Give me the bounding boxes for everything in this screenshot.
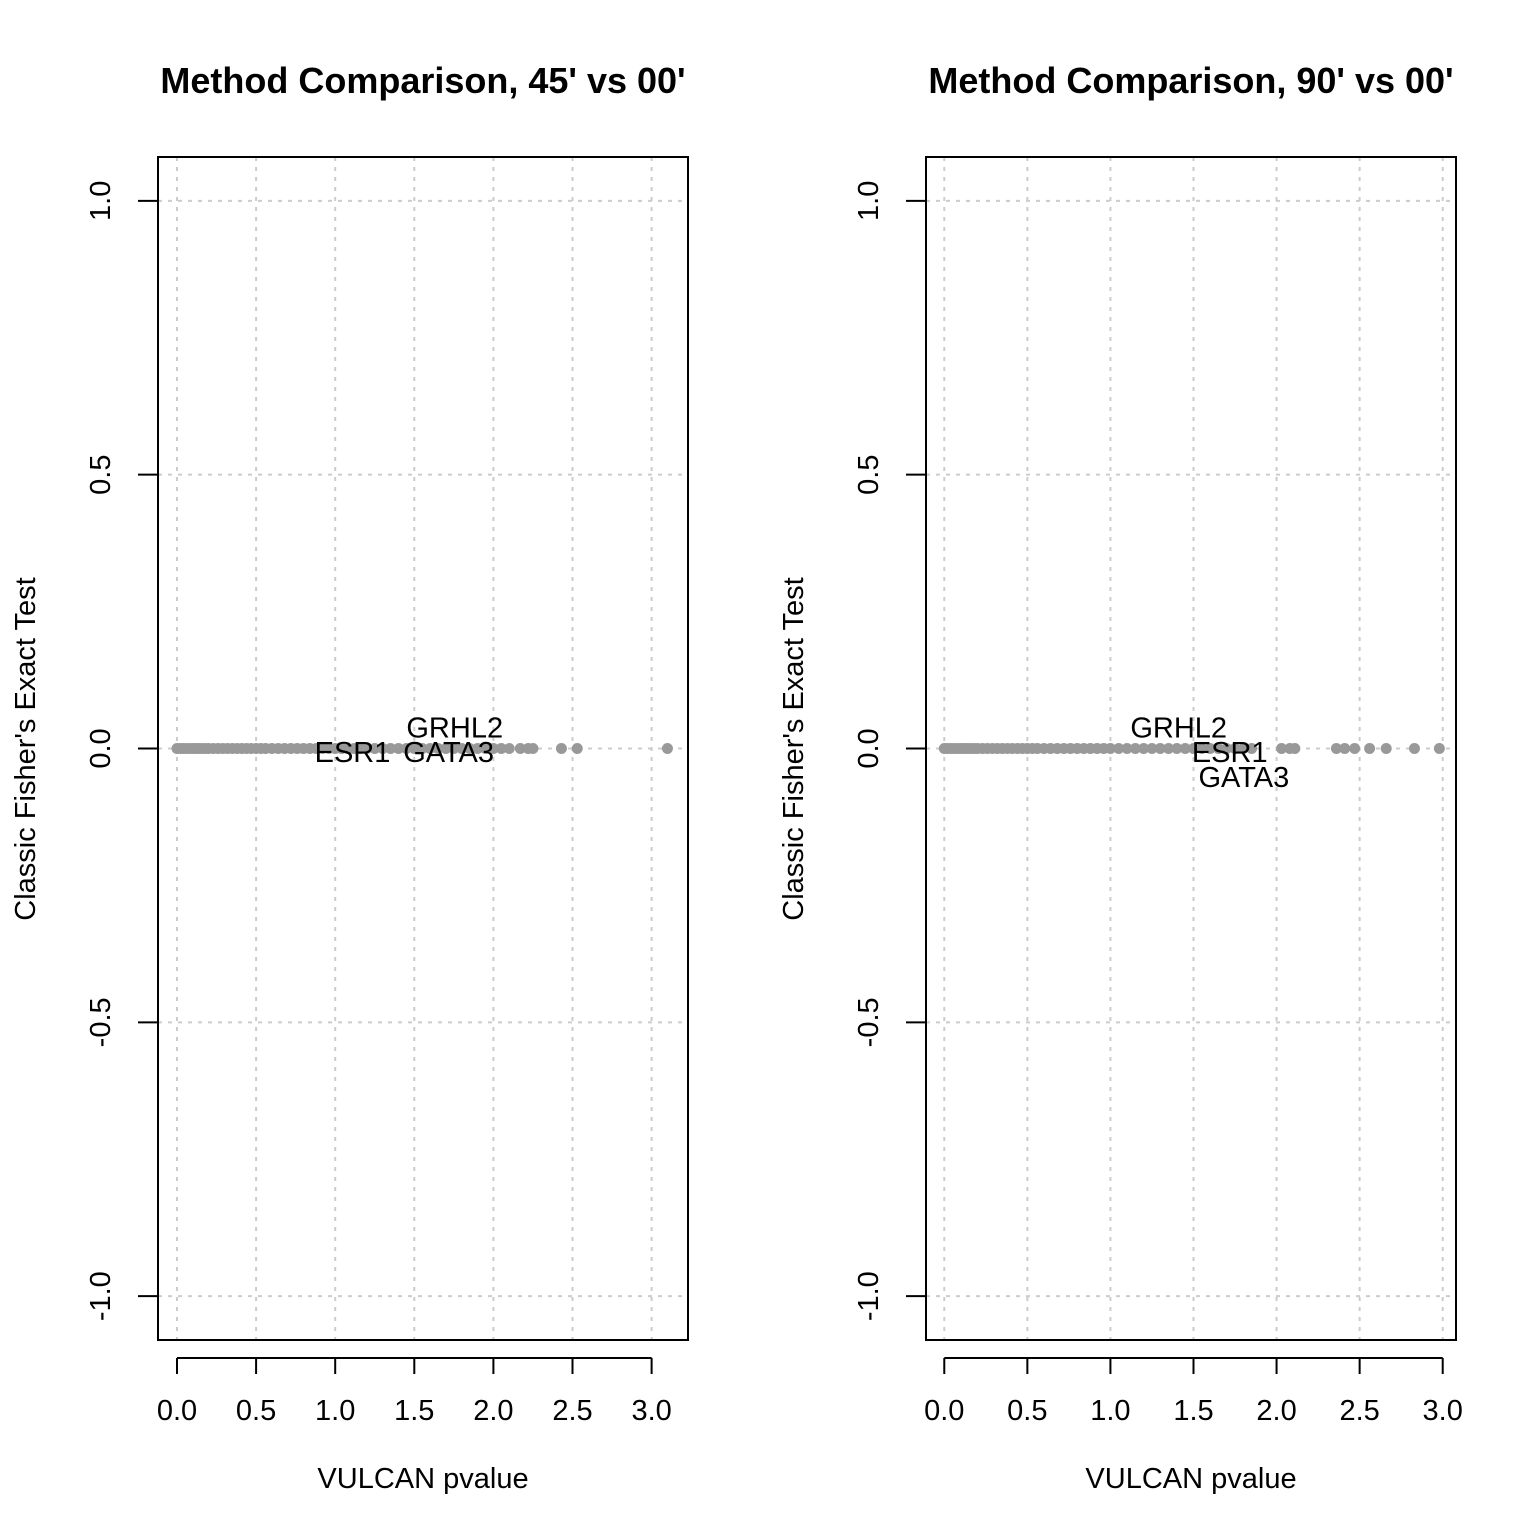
gene-label: GRHL2 <box>406 713 503 745</box>
y-tick-label: -0.5 <box>853 997 885 1047</box>
data-point <box>448 743 460 754</box>
data-point <box>1364 743 1376 754</box>
data-point <box>514 743 526 754</box>
gene-label: GRHL2 <box>1130 713 1227 745</box>
x-axis: 0.0 0.5 1.0 1.5 2.0 2.5 3.0 <box>157 1357 672 1427</box>
y-tick-label: -1.0 <box>85 1271 117 1321</box>
gene-label: GATA3 <box>1198 762 1289 794</box>
x-tick-label: 2.5 <box>552 1395 592 1427</box>
data-point <box>1237 743 1249 754</box>
data-point <box>487 743 499 754</box>
data-point <box>385 743 397 754</box>
x-tick-label: 3.0 <box>631 1395 671 1427</box>
data-point <box>479 743 491 754</box>
data-points <box>938 743 1445 754</box>
data-point <box>1339 743 1351 754</box>
y-tick-label: 1.0 <box>853 181 885 221</box>
data-point <box>1408 743 1420 754</box>
data-point <box>1187 743 1199 754</box>
right-chart-panel: Method Comparison, 90' vs 00' GRHL2ESR1G… <box>778 60 1463 1495</box>
x-tick-label: 1.5 <box>394 1395 434 1427</box>
data-point <box>408 743 420 754</box>
x-axis-label: VULCAN pvalue <box>317 1463 528 1495</box>
data-point <box>361 743 373 754</box>
data-point <box>1196 743 1208 754</box>
gene-label: ESR1 <box>1192 737 1268 769</box>
x-tick-label: 1.0 <box>315 1395 355 1427</box>
data-point <box>495 743 507 754</box>
x-tick-label: 2.0 <box>1256 1395 1296 1427</box>
y-tick-label: 0.5 <box>85 454 117 494</box>
data-point <box>1433 743 1445 754</box>
chart-title: Method Comparison, 90' vs 00' <box>928 60 1453 101</box>
data-point <box>1330 743 1342 754</box>
x-axis: 0.0 0.5 1.0 1.5 2.0 2.5 3.0 <box>924 1357 1463 1427</box>
data-point <box>416 743 428 754</box>
data-point <box>503 743 515 754</box>
data-point <box>1154 743 1166 754</box>
data-point <box>555 743 567 754</box>
x-axis-label: VULCAN pvalue <box>1085 1463 1296 1495</box>
data-point <box>464 743 476 754</box>
x-tick-label: 1.5 <box>1173 1395 1213 1427</box>
gene-label: ESR1 <box>315 737 391 769</box>
x-tick-label: 0.5 <box>1007 1395 1047 1427</box>
x-tick-label: 0.0 <box>157 1395 197 1427</box>
data-point <box>1246 743 1258 754</box>
y-axis: -1.0 -0.5 0.0 0.5 1.0 <box>853 181 927 1321</box>
data-point <box>1138 743 1150 754</box>
data-point <box>424 743 436 754</box>
x-tick-label: 0.0 <box>924 1395 964 1427</box>
data-point <box>1163 743 1175 754</box>
y-tick-label: 0.0 <box>85 728 117 768</box>
data-point <box>571 743 583 754</box>
data-point <box>661 743 673 754</box>
data-point <box>1276 743 1288 754</box>
data-point <box>1171 743 1183 754</box>
data-point <box>1146 743 1158 754</box>
y-axis-label: Classic Fisher's Exact Test <box>10 577 42 920</box>
data-point <box>400 743 412 754</box>
data-point <box>1229 743 1241 754</box>
y-tick-label: -1.0 <box>853 1271 885 1321</box>
data-point <box>392 743 404 754</box>
x-tick-label: 1.0 <box>1090 1395 1130 1427</box>
chart-title: Method Comparison, 45' vs 00' <box>160 60 685 101</box>
data-point <box>1221 743 1233 754</box>
data-point <box>1204 743 1216 754</box>
data-point <box>1289 743 1301 754</box>
data-point <box>1113 743 1125 754</box>
y-axis: -1.0 -0.5 0.0 0.5 1.0 <box>85 181 159 1321</box>
data-point <box>1129 743 1141 754</box>
data-point <box>527 743 539 754</box>
gene-annotations: GRHL2 ESR1 GATA3 <box>315 713 503 770</box>
gene-label: GATA3 <box>403 737 494 769</box>
y-axis-label: Classic Fisher's Exact Test <box>778 577 810 920</box>
data-point <box>377 743 389 754</box>
x-tick-label: 3.0 <box>1423 1395 1463 1427</box>
y-tick-label: 0.0 <box>853 728 885 768</box>
data-points <box>171 743 673 754</box>
y-tick-label: 1.0 <box>85 181 117 221</box>
data-point <box>432 743 444 754</box>
x-tick-label: 0.5 <box>236 1395 276 1427</box>
data-point <box>1380 743 1392 754</box>
data-point <box>1349 743 1361 754</box>
data-point <box>456 743 468 754</box>
data-point <box>1212 743 1224 754</box>
data-point <box>1179 743 1191 754</box>
data-point <box>369 743 381 754</box>
data-point <box>1104 743 1116 754</box>
data-point <box>472 743 484 754</box>
x-tick-label: 2.5 <box>1339 1395 1379 1427</box>
y-tick-label: -0.5 <box>85 997 117 1047</box>
y-tick-label: 0.5 <box>853 454 885 494</box>
x-tick-label: 2.0 <box>473 1395 513 1427</box>
data-point <box>1121 743 1133 754</box>
data-point <box>440 743 452 754</box>
